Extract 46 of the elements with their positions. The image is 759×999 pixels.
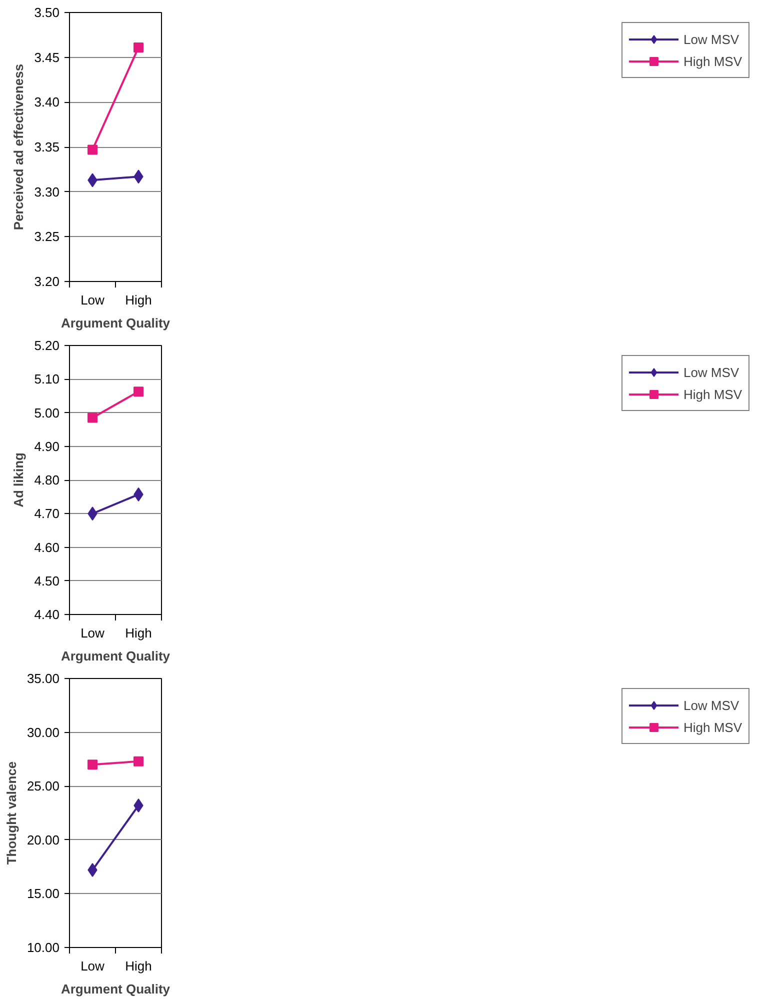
x-axis-title: Argument Quality	[60, 648, 171, 664]
x-tick-label: Low	[80, 626, 106, 640]
legend-label: High MSV	[683, 386, 742, 402]
y-tick-label: 5.20	[34, 338, 60, 353]
y-tick-label: 4.70	[34, 506, 60, 522]
y-axis-title: Ad liking	[11, 452, 26, 508]
point	[134, 386, 144, 397]
y-tick-label: 20.00	[26, 832, 60, 848]
y-tick-label: 3.40	[34, 94, 60, 110]
y-tick-label: 3.30	[34, 184, 60, 200]
y-tick-label: 3.20	[34, 274, 60, 289]
y-tick-label: 25.00	[26, 778, 60, 794]
point	[134, 42, 144, 52]
y-tick-label: 3.50	[34, 5, 60, 20]
y-tick-label: 5.10	[34, 372, 60, 387]
y-tick-label: 15.00	[26, 886, 60, 902]
y-axis-title: Perceived ad effectiveness	[11, 64, 26, 230]
x-tick-label: High	[125, 292, 152, 308]
point	[134, 756, 144, 766]
y-tick-label: 4.40	[34, 607, 60, 622]
y-tick-label: 30.00	[26, 724, 60, 740]
point	[88, 760, 98, 770]
y-tick-label: 35.00	[26, 671, 60, 686]
x-tick-label: Low	[80, 958, 106, 974]
legend-label: Low MSV	[683, 364, 740, 380]
x-tick-label: Low	[80, 292, 106, 308]
y-tick-label: 4.80	[34, 472, 60, 488]
legend-label: High MSV	[683, 54, 742, 68]
point	[88, 144, 98, 155]
x-axis-title: Argument Quality	[60, 316, 171, 330]
y-tick-label: 4.50	[34, 573, 60, 588]
x-tick-label: High	[125, 626, 152, 640]
y-tick-label: 4.60	[34, 540, 60, 555]
x-tick-label: High	[125, 958, 152, 974]
y-tick-label: 3.25	[34, 229, 60, 244]
legend-label: Low MSV	[683, 698, 740, 712]
y-axis-title: Thought valence	[4, 761, 19, 865]
y-tick-label: 10.00	[26, 940, 60, 955]
y-tick-label: 3.35	[34, 140, 60, 154]
point	[88, 412, 98, 423]
legend-label: Low MSV	[683, 32, 740, 46]
x-axis-title: Argument Quality	[60, 982, 171, 996]
y-tick-label: 4.90	[34, 438, 60, 454]
legend-label: High MSV	[683, 720, 742, 734]
y-tick-label: 5.00	[34, 405, 60, 420]
y-tick-label: 3.45	[34, 50, 60, 65]
